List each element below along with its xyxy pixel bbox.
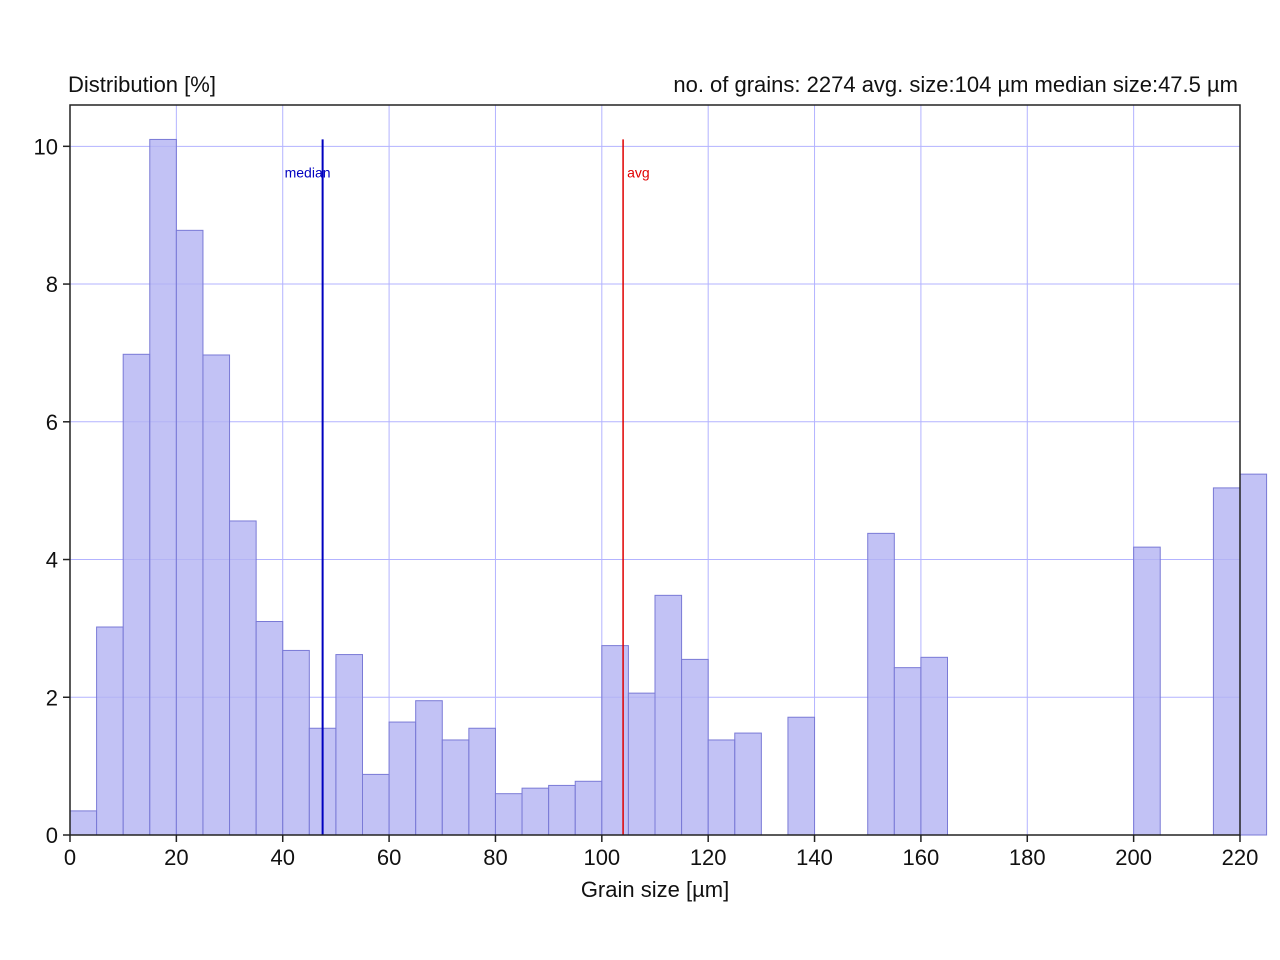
histogram-bar: [97, 627, 124, 835]
histogram-bar: [230, 521, 257, 835]
x-tick-label: 160: [903, 845, 940, 870]
histogram-bar: [602, 646, 629, 835]
histogram-bar: [469, 728, 496, 835]
histogram-bar: [256, 622, 283, 835]
y-tick-label: 2: [46, 685, 58, 710]
histogram-bar: [203, 355, 230, 835]
histogram-bar: [549, 785, 576, 835]
y-tick-label: 8: [46, 272, 58, 297]
histogram-bar: [442, 740, 469, 835]
histogram-bar: [123, 354, 150, 835]
histogram-bar: [283, 650, 310, 835]
median-label: median: [285, 164, 331, 180]
x-tick-label: 120: [690, 845, 727, 870]
avg-label: avg: [627, 164, 650, 180]
histogram-bar: [495, 794, 522, 835]
x-tick-label: 140: [796, 845, 833, 870]
histogram-bar: [1213, 488, 1240, 835]
x-tick-label: 80: [483, 845, 507, 870]
x-tick-label: 220: [1222, 845, 1259, 870]
chart-svg: Distribution [%] no. of grains: 2274 avg.…: [0, 0, 1280, 960]
histogram-bar: [150, 139, 177, 835]
histogram-bar: [70, 811, 97, 835]
x-tick-label: 200: [1115, 845, 1152, 870]
histogram-bar: [336, 655, 363, 835]
x-tick-label: 0: [64, 845, 76, 870]
x-tick-label: 40: [270, 845, 294, 870]
histogram-bar: [655, 595, 682, 835]
y-tick-label: 0: [46, 823, 58, 848]
x-tick-label: 60: [377, 845, 401, 870]
histogram-bar: [921, 657, 948, 835]
histogram-bar: [176, 230, 203, 835]
y-tick-label: 6: [46, 410, 58, 435]
y-axis-title: Distribution [%]: [68, 72, 216, 97]
histogram-bar: [522, 788, 549, 835]
histogram-bar: [682, 659, 709, 835]
histogram-bar: [416, 701, 443, 835]
x-tick-label: 20: [164, 845, 188, 870]
y-tick-label: 4: [46, 548, 58, 573]
histogram-bar: [788, 717, 815, 835]
stats-text: no. of grains: 2274 avg. size:104 µm med…: [673, 72, 1238, 97]
histogram-bar: [868, 533, 895, 835]
histogram-bar: [1134, 547, 1161, 835]
histogram-bar: [628, 693, 655, 835]
histogram-bar: [575, 781, 602, 835]
x-tick-label: 180: [1009, 845, 1046, 870]
x-axis-label: Grain size [µm]: [581, 877, 729, 902]
histogram-bar: [389, 722, 416, 835]
y-tick-label: 10: [34, 134, 58, 159]
histogram-bar: [708, 740, 735, 835]
histogram-bar: [363, 774, 390, 835]
grain-size-histogram: Distribution [%] no. of grains: 2274 avg.…: [0, 0, 1280, 960]
histogram-bar: [1240, 474, 1267, 835]
histogram-bar: [735, 733, 762, 835]
x-tick-label: 100: [583, 845, 620, 870]
histogram-bar: [894, 668, 921, 835]
